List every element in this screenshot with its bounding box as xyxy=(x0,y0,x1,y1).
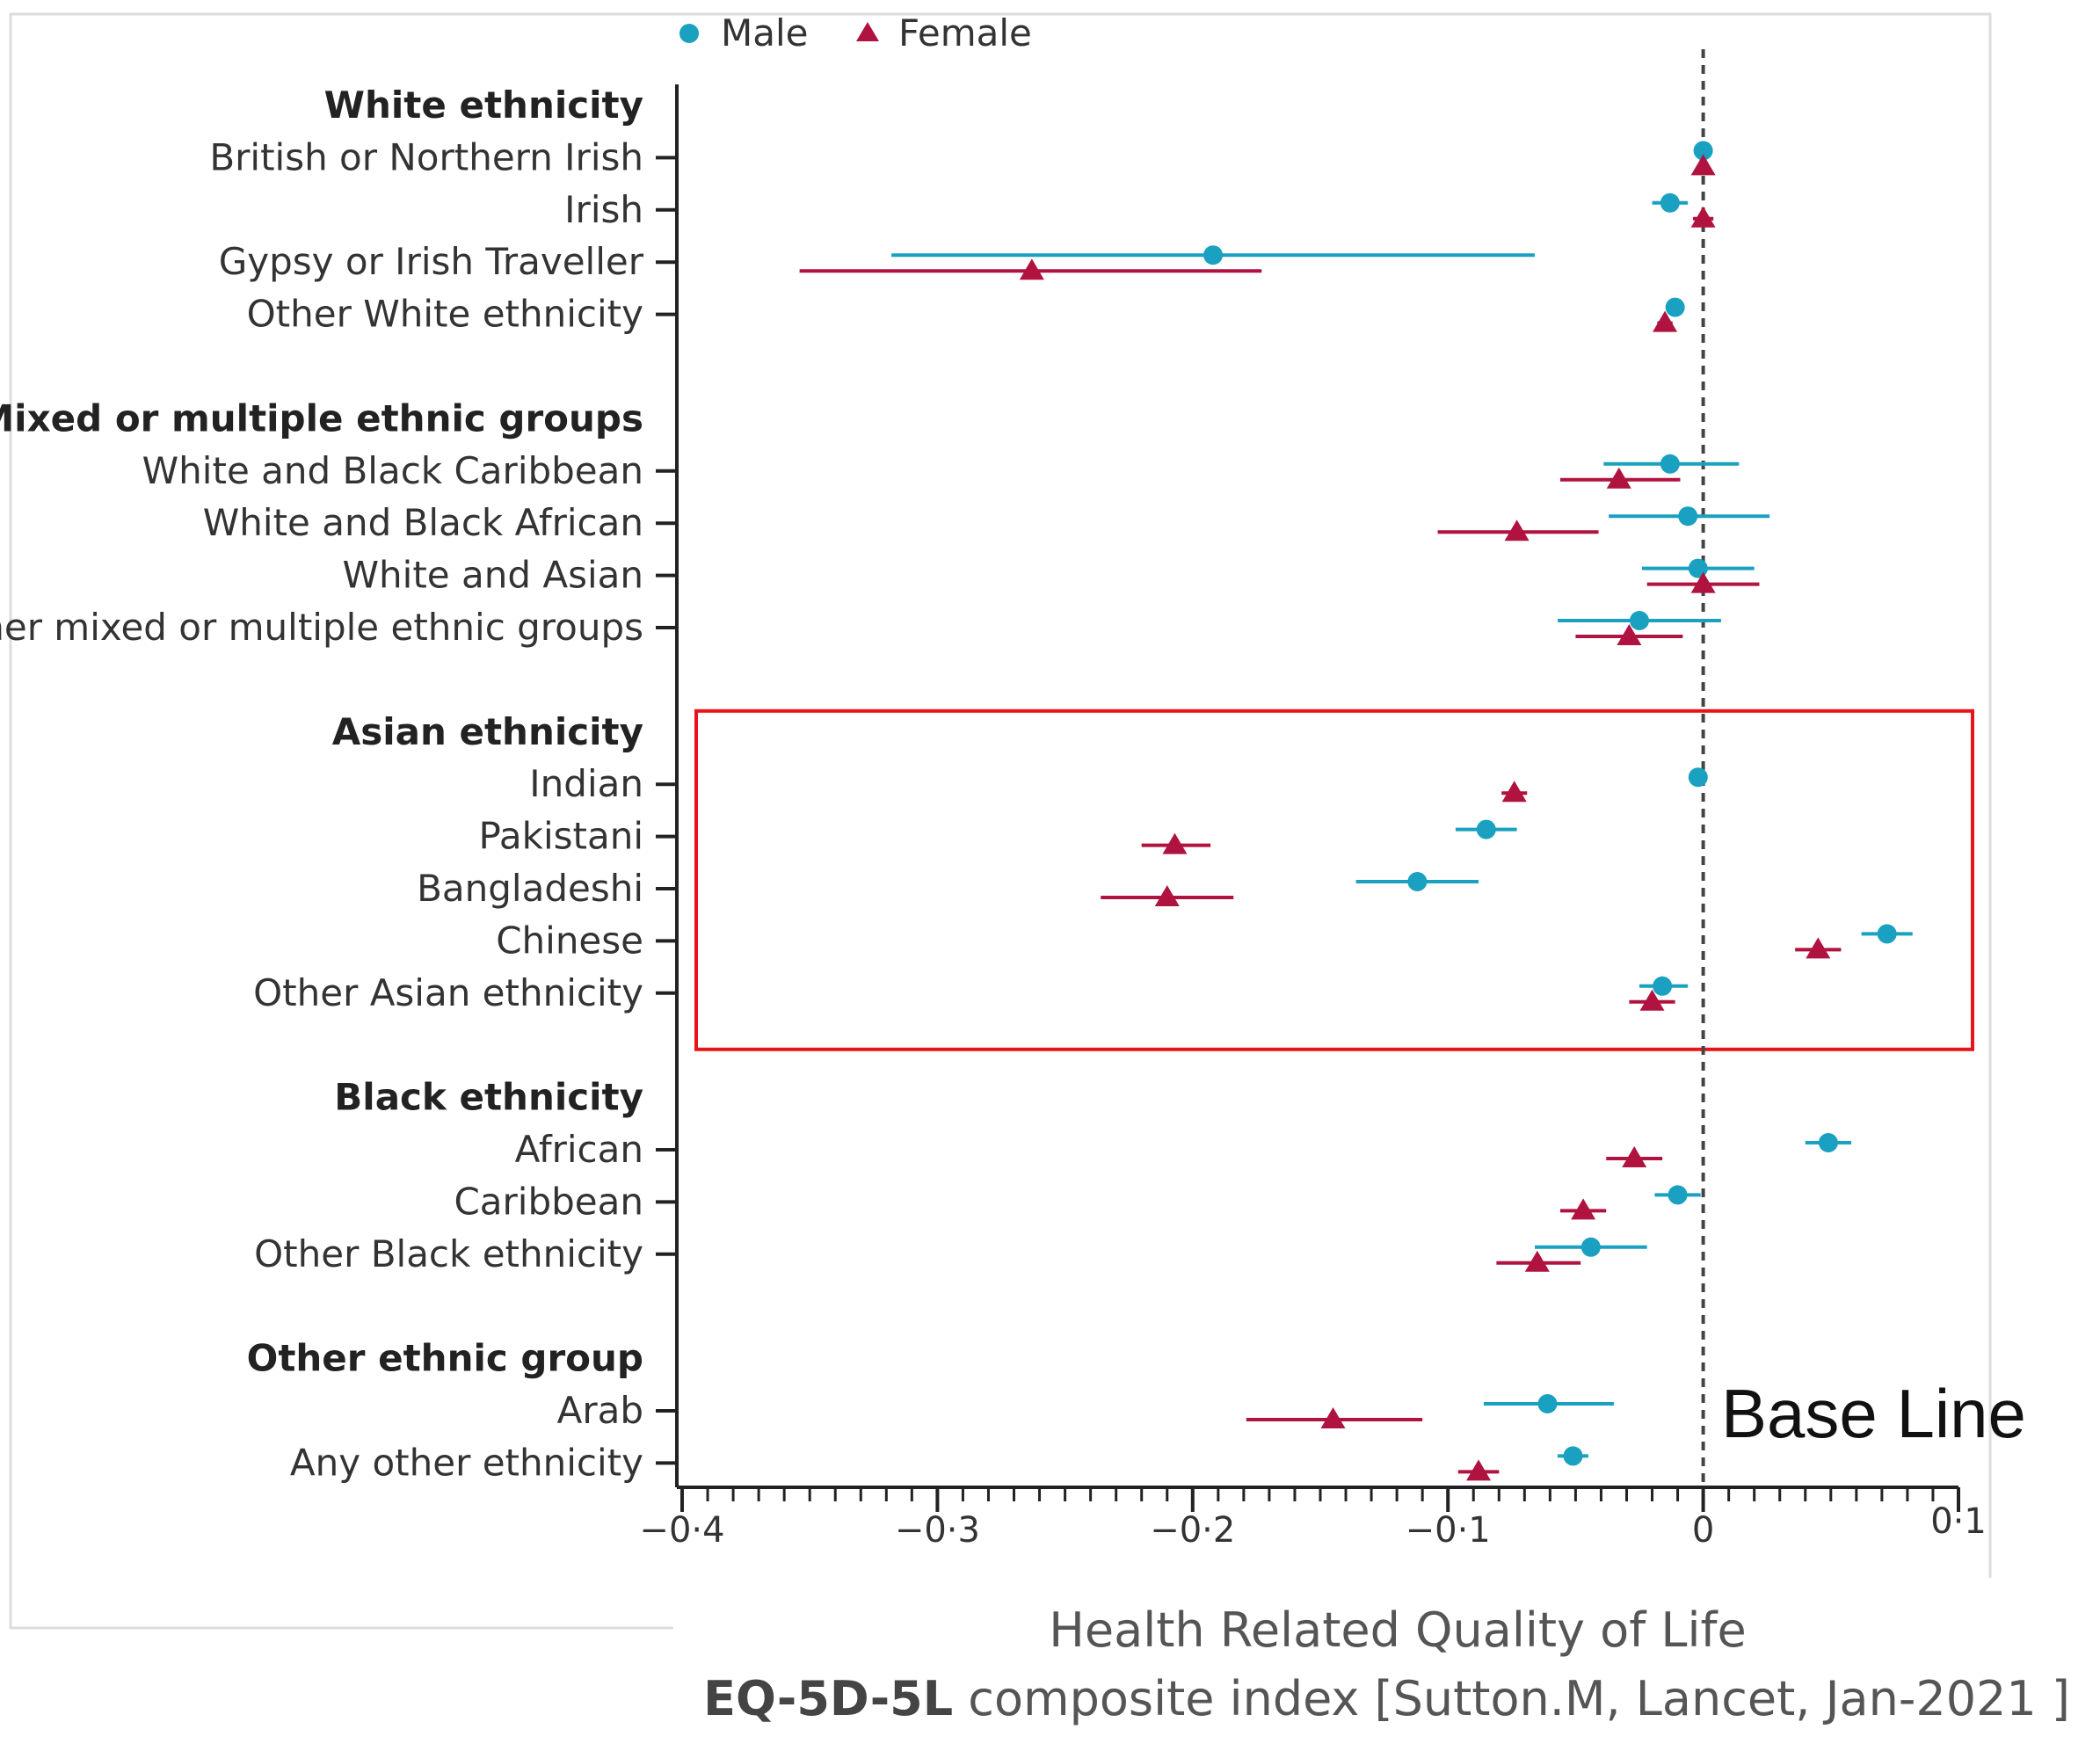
male-point xyxy=(1660,193,1680,213)
category-label: Indian xyxy=(529,762,643,805)
group-header: Mixed or multiple ethnic groups xyxy=(0,396,643,440)
category-label: Pakistani xyxy=(478,815,643,858)
category-label: Gypsy or Irish Traveller xyxy=(219,240,644,283)
male-point xyxy=(1693,141,1713,161)
female-point xyxy=(1162,832,1188,854)
male-point xyxy=(1653,976,1673,996)
data-marks-layer xyxy=(799,141,1913,1481)
group-header: White ethnicity xyxy=(324,84,643,127)
male-point xyxy=(1537,1394,1558,1413)
category-label: White and Asian xyxy=(343,554,643,597)
x-axis-title-bold: EQ-5D-5L xyxy=(703,1671,953,1726)
category-label: Any other ethnicity xyxy=(290,1441,643,1484)
highlight-box xyxy=(694,708,1974,1051)
highlight-box-layer xyxy=(694,708,1974,1051)
male-point xyxy=(1665,297,1685,317)
group-header: Other ethnic group xyxy=(247,1337,643,1380)
category-label: British or Northern Irish xyxy=(209,135,643,178)
female-point xyxy=(1639,989,1665,1011)
male-point xyxy=(1877,924,1897,944)
female-point xyxy=(1501,781,1527,803)
x-tick-label: −0·2 xyxy=(1150,1510,1235,1551)
x-tick-label: −0·3 xyxy=(895,1510,980,1551)
x-axis-title-rest: composite index [Sutton.M, Lancet, Jan-2… xyxy=(953,1671,2070,1726)
category-label: Chinese xyxy=(496,919,643,962)
category-label: White and Black Caribbean xyxy=(142,449,643,492)
baseline-annotation: Base Line xyxy=(1721,1375,2026,1452)
axes-layer: −0·4 −0·3 −0·2 −0·1 0 0·1 xyxy=(639,84,1987,1551)
x-axis-title-line1: Health Related Quality of Life xyxy=(1049,1602,1746,1658)
x-tick-label: 0 xyxy=(1692,1510,1714,1551)
male-point xyxy=(1660,454,1680,474)
male-point xyxy=(1818,1133,1838,1152)
female-point xyxy=(1606,467,1631,489)
male-point xyxy=(1630,611,1649,630)
legend-male-marker xyxy=(679,24,699,43)
female-point xyxy=(1690,206,1716,228)
female-point xyxy=(1806,937,1831,959)
category-label: Caribbean xyxy=(454,1180,643,1223)
male-point xyxy=(1203,245,1224,265)
x-axis-title-line2: EQ-5D-5L composite index [Sutton.M, Lanc… xyxy=(703,1671,2070,1726)
female-point xyxy=(1690,571,1716,593)
male-point xyxy=(1563,1446,1583,1466)
legend-female-label: Female xyxy=(898,11,1032,54)
female-point xyxy=(1466,1459,1492,1481)
category-label: African xyxy=(515,1128,643,1171)
female-point xyxy=(1571,1198,1596,1220)
category-label: White and Black African xyxy=(203,501,643,544)
female-point xyxy=(1617,624,1642,645)
category-label: Other Asian ethnicity xyxy=(253,971,643,1014)
male-point xyxy=(1580,1237,1601,1257)
category-label: Other Black ethnicity xyxy=(254,1232,643,1275)
female-point xyxy=(1019,258,1044,280)
female-point xyxy=(1690,154,1716,176)
category-label: Bangladeshi xyxy=(417,867,643,910)
category-labels-layer: White ethnicity British or Northern Irish… xyxy=(0,84,644,1484)
female-point xyxy=(1504,519,1530,541)
panel-border xyxy=(9,12,1992,1630)
group-header: Asian ethnicity xyxy=(332,710,643,753)
female-point xyxy=(1524,1250,1550,1272)
male-point xyxy=(1688,767,1708,788)
female-point xyxy=(1154,885,1180,906)
female-point xyxy=(1320,1407,1346,1428)
male-point xyxy=(1476,819,1496,839)
category-label: Other White ethnicity xyxy=(247,293,643,336)
male-point xyxy=(1668,1185,1688,1205)
male-point xyxy=(1407,872,1428,891)
x-tick-label: −0·4 xyxy=(639,1510,724,1551)
female-point xyxy=(1653,310,1678,332)
male-point xyxy=(1678,506,1698,527)
category-label: Arab xyxy=(557,1389,643,1432)
legend-male-label: Male xyxy=(721,11,808,54)
x-tick-label: −0·1 xyxy=(1406,1510,1491,1551)
group-header: Black ethnicity xyxy=(334,1076,643,1119)
category-label: Irish xyxy=(564,188,643,231)
x-tick-label: 0·1 xyxy=(1930,1501,1987,1542)
female-point xyxy=(1622,1146,1647,1167)
legend: Male Female xyxy=(679,11,1032,54)
legend-female-marker xyxy=(856,22,879,41)
category-label: Other mixed or multiple ethnic groups xyxy=(0,606,643,649)
